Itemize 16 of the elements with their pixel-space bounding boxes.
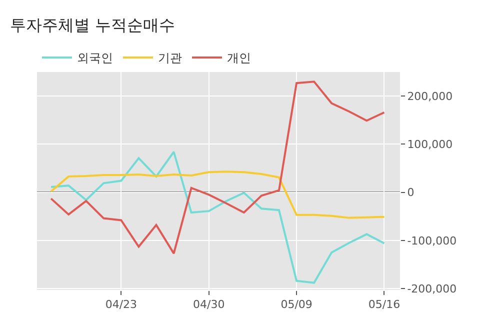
y-tick-label: 100,000 [407,138,453,152]
legend-label: 외국인 [77,51,113,66]
x-tick-label: 04/23 [105,298,138,312]
x-tick-label: 05/16 [368,298,400,312]
line-series [50,150,386,284]
legend-label: 개인 [227,51,251,66]
legend-label: 기관 [158,51,182,66]
y-tick-label: -200,000 [407,282,457,296]
x-tick-label: 05/09 [280,298,312,312]
y-tick-label: 0 [407,186,414,200]
x-tick-label: 04/30 [193,298,225,312]
y-tick-label: -100,000 [407,234,457,248]
line-series [50,80,386,254]
line-series [50,170,386,219]
y-tick-label: 200,000 [407,90,453,103]
chart-title: 투자주체별 누적순매수 [10,16,176,35]
